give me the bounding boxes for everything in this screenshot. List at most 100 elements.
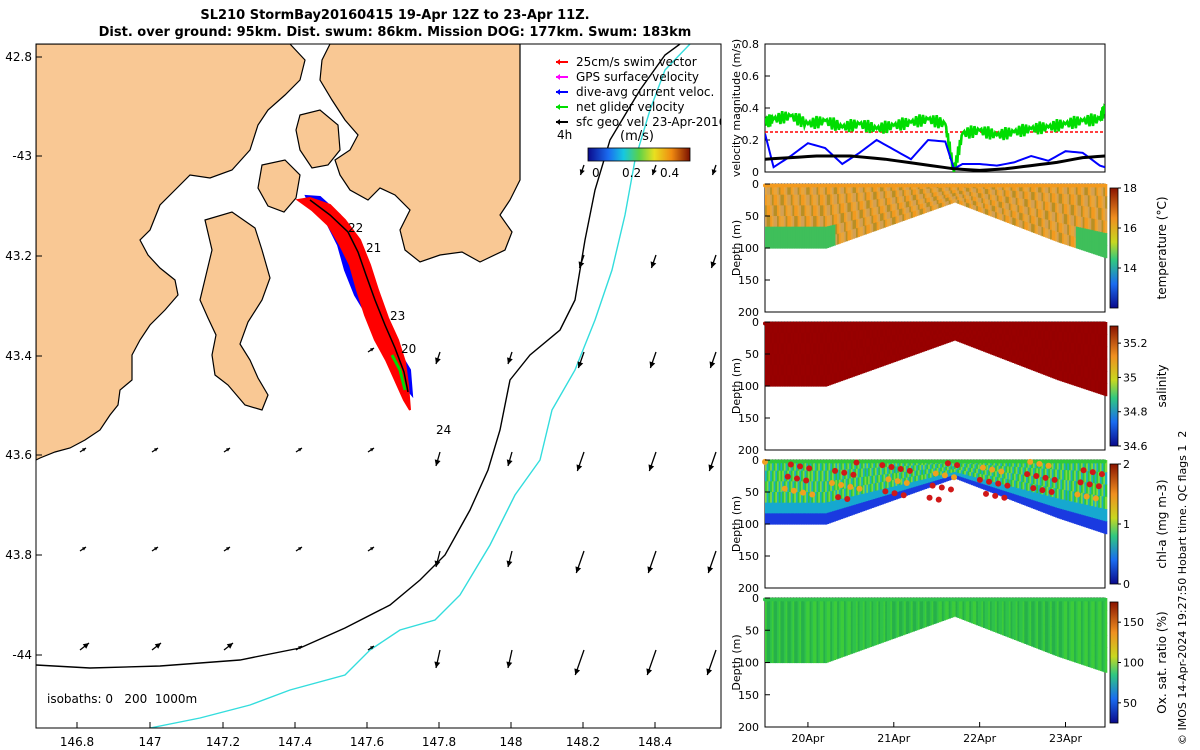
land-south-arm [199, 211, 271, 411]
chl-a-cbar-label: chl-a (mg m-3) [1155, 479, 1169, 568]
chl-point [932, 470, 939, 477]
legend-arrowhead [556, 119, 560, 125]
chl-point [809, 491, 816, 498]
velocity-arrow [706, 649, 717, 676]
velocity-arrow [577, 351, 585, 369]
chl-point [850, 471, 857, 478]
velocity-arrow [507, 351, 513, 365]
salinity-cbar-tick: 34.8 [1123, 406, 1148, 419]
chl-point [998, 468, 1005, 475]
chl-a-y-tick: 0 [752, 454, 759, 467]
chl-point [1086, 481, 1093, 488]
map-frame [35, 43, 722, 729]
chl-point [989, 466, 996, 473]
chl-a-y-tick: 150 [738, 550, 759, 563]
velocity-y-tick: 0.8 [742, 38, 760, 51]
chl-point [954, 462, 961, 469]
map-y-tick: -43 [12, 149, 32, 163]
salinity-colorbar [1109, 325, 1119, 447]
temperature-y-tick: 50 [745, 210, 759, 223]
velocity-arrow [151, 447, 159, 453]
chl-point [806, 465, 813, 472]
velocity-arrow [367, 447, 375, 453]
legend-arrowhead [556, 89, 560, 95]
chl-point [844, 496, 851, 503]
oxygen-cbar-tick: 100 [1123, 657, 1144, 670]
chl-a-y-tick: 50 [745, 486, 759, 499]
chl-a-ylabel: Depth (m) [730, 496, 743, 552]
chl-a-y-tick: 200 [738, 582, 759, 595]
chl-point [803, 477, 810, 484]
velocity-arrow [647, 550, 657, 574]
chl-point [790, 487, 797, 494]
oxygen-colorbar [1109, 601, 1119, 724]
chl-point [841, 469, 848, 476]
chl-point [926, 494, 933, 501]
isobath-1000m [149, 44, 691, 728]
map-x-tick: 148 [500, 735, 523, 749]
day-label-22: 22 [348, 221, 363, 235]
land-tasmania-west [36, 44, 306, 461]
time-label: 4h [557, 128, 572, 142]
isobath-200m [36, 44, 681, 669]
velocity-arrow [710, 254, 717, 269]
velocity-arrow [576, 451, 585, 472]
figure-title-line2: Dist. over ground: 95km. Dist. swum: 86k… [98, 25, 692, 40]
map-y-tick: 43.8 [5, 548, 32, 562]
velocity-y-tick: 0.2 [742, 134, 760, 147]
chl-point [1051, 476, 1058, 483]
velocity-arrow [223, 447, 231, 453]
chl-point [1033, 473, 1040, 479]
chl-point [781, 485, 788, 492]
chl-point [979, 464, 986, 471]
chl-point [938, 484, 945, 491]
oxygen-y-tick: 100 [738, 657, 759, 670]
land-tasmania-east [319, 44, 521, 263]
chl-point [1098, 471, 1105, 478]
chl-a-section [762, 458, 1108, 535]
credit-text: © IMOS 14-Apr-2024 19:27:50 Hobart time.… [1176, 431, 1189, 745]
chl-point [856, 485, 863, 492]
speed-tick-0: 0 [592, 166, 600, 180]
speed-unit-label: (m/s) [620, 129, 654, 144]
salinity-cbar-tick: 35.2 [1123, 337, 1148, 350]
chl-point [787, 461, 794, 468]
salinity-section [763, 321, 1108, 397]
salinity-y-tick: 100 [738, 380, 759, 393]
chl-a-colorbar [1109, 463, 1119, 585]
legend-label: GPS surface velocity [576, 70, 699, 84]
velocity-series-sfc_geo [765, 154, 1105, 172]
chl-point [891, 490, 898, 497]
chl-a-cbar-tick: 0 [1123, 578, 1130, 591]
legend-arrowhead [556, 74, 560, 80]
velocity-arrow [646, 649, 657, 676]
legend-label: net glider velocity [576, 100, 684, 114]
legend-label: dive-avg current veloc. [576, 85, 714, 99]
legend-arrowhead [556, 104, 560, 110]
speed-tick-2: 0.4 [660, 166, 679, 180]
chl-point [894, 478, 901, 485]
chl-point [879, 462, 886, 469]
velocity-arrow [711, 164, 717, 176]
chl-point [1024, 471, 1031, 478]
salinity-cbar-tick: 34.6 [1123, 440, 1148, 453]
chl-point [1083, 493, 1090, 500]
chl-point [847, 483, 854, 490]
chl-point [1074, 491, 1081, 498]
map-x-tick: 148.4 [638, 735, 672, 749]
date-tick: 23Apr [1049, 732, 1083, 745]
map-y-tick: -44 [12, 648, 32, 662]
velocity-y-tick: 0 [752, 166, 759, 179]
chl-point [835, 494, 842, 501]
velocity-arrow [708, 451, 717, 472]
salinity-cbar-tick: 35 [1123, 371, 1137, 384]
map-y-tick: 43.6 [5, 448, 32, 462]
chl-point [888, 464, 895, 471]
oxygen-y-tick: 200 [738, 721, 759, 734]
velocity-arrow [575, 550, 585, 574]
track-swim-vector [295, 196, 411, 411]
legend-label: sfc geo. vel. 23-Apr-2016 [576, 115, 726, 129]
chl-point [832, 467, 839, 474]
